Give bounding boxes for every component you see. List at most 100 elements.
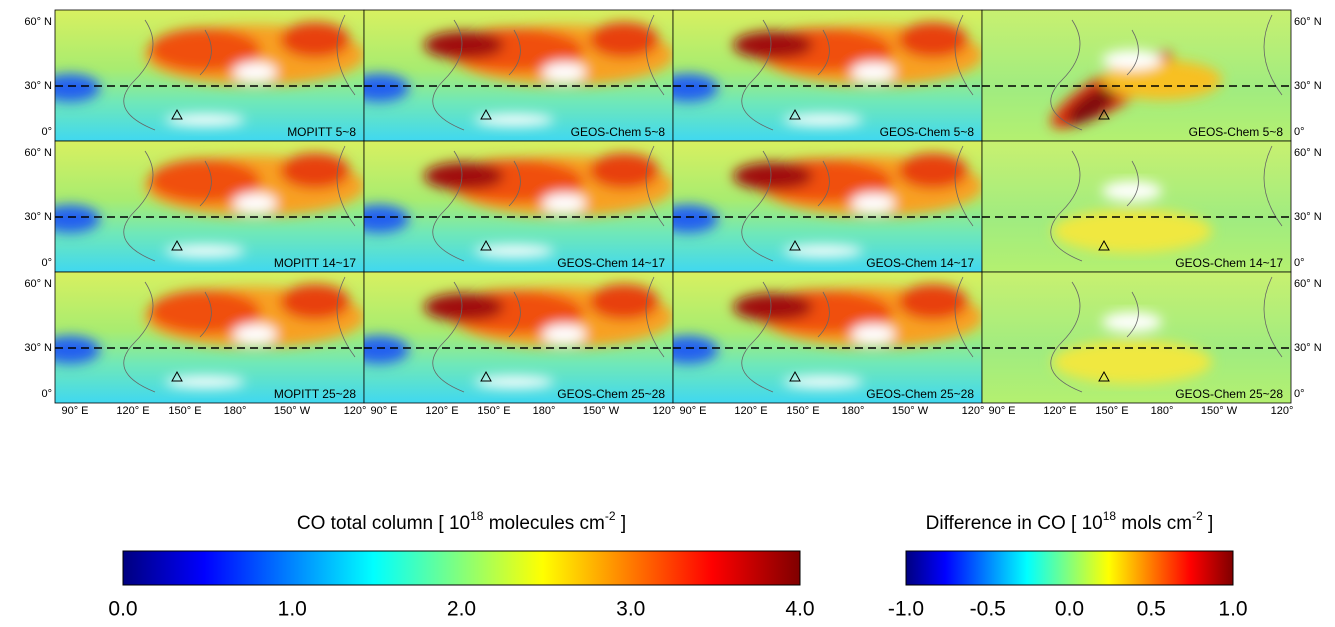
title-part: molecules cm [483,513,604,534]
lat-label: 30° N [24,211,52,223]
lat-label: 0° [1294,126,1305,138]
low-co [673,74,718,102]
site-marker [789,370,801,382]
white-gap [542,324,586,344]
site-marker [1098,239,1110,251]
field-pattern [673,284,982,388]
map-panel [673,10,982,141]
lat-label: 60° N [24,147,52,159]
white-gap [1102,181,1162,201]
high-co [589,22,659,58]
white-gap [783,114,863,126]
site-marker [171,370,183,382]
lon-label: 120° E [1043,405,1076,417]
high-co [733,162,813,190]
lat-label: 0° [1294,388,1305,400]
lon-label: 150° E [1095,405,1128,417]
map-panel [55,272,364,403]
colorbar-title: CO total column [ 1018 molecules cm-2 ] [297,509,626,534]
lat-label: 0° [41,257,52,269]
colorbar [905,550,1234,586]
colorbar-tick: 2.0 [447,598,476,621]
panel-label: GEOS-Chem 5~8 [880,125,975,139]
field-pattern [55,284,364,388]
map-panel [55,10,364,141]
panel-label: MOPITT 25~28 [274,387,356,401]
white-gap [165,245,245,257]
title-part: ] [1203,513,1214,534]
white-gap [783,245,863,257]
site-marker [480,239,492,251]
white-gap [474,376,554,388]
high-co [898,153,968,189]
field-pattern [55,153,364,257]
white-gap [165,114,245,126]
low-co [55,74,100,102]
colorbar-tick: 0.0 [108,598,137,621]
title-part: 18 [470,509,484,523]
high-co [898,284,968,320]
site-marker [1098,108,1110,120]
high-co [424,293,504,321]
lat-label: 0° [1294,257,1305,269]
lat-label: 30° N [1294,211,1322,223]
white-gap [474,114,554,126]
map-panel [982,272,1291,403]
low-co [673,336,718,364]
panel-label: GEOS-Chem 5~8 [1189,125,1284,139]
lat-label: 0° [41,388,52,400]
white-gap [165,376,245,388]
lat-label: 30° N [1294,342,1322,354]
high-co [149,290,261,334]
lon-label: 120° E [425,405,458,417]
lon-label: 180° [533,405,556,417]
lon-label: 150° W [1201,405,1238,417]
site-marker [171,108,183,120]
site-marker [789,108,801,120]
lat-label: 0° [41,126,52,138]
lon-label: 90° E [988,405,1015,417]
coastline [1050,145,1283,262]
panel-label: MOPITT 14~17 [274,256,356,270]
lon-label: 120° [1271,405,1294,417]
site-marker [789,239,801,251]
white-gap [542,193,586,213]
coastline [432,145,665,262]
high-diff [1052,340,1212,384]
white-gap [851,62,895,82]
map-panel [673,141,982,272]
coastline [741,276,974,393]
lon-label: 150° E [477,405,510,417]
title-part: Difference in CO [ 10 [926,513,1103,534]
lat-label: 30° N [24,80,52,92]
white-gap [851,193,895,213]
lat-label: 60° N [24,16,52,28]
lon-label: 120° [653,405,676,417]
title-part: 18 [1103,509,1117,523]
title-part: -2 [1192,509,1203,523]
low-co [364,336,409,364]
high-co [733,293,813,321]
coastline [741,145,974,262]
lat-label: 60° N [1294,278,1322,290]
high-co [280,22,350,58]
lon-label: 120° E [116,405,149,417]
map-panel [673,272,982,403]
panel-label: MOPITT 5~8 [287,125,356,139]
colorbar-tick: 1.0 [1218,598,1247,621]
map-panel [982,141,1291,272]
panel-label: GEOS-Chem 5~8 [571,125,666,139]
site-marker [480,108,492,120]
white-gap [233,62,277,82]
field-pattern [1050,50,1222,129]
high-co [898,22,968,58]
panel-label: GEOS-Chem 25~28 [557,387,665,401]
panel-label: GEOS-Chem 14~17 [1175,256,1283,270]
colorbar-tick: 4.0 [785,598,814,621]
white-gap [474,245,554,257]
colorbar-tick: -1.0 [888,598,924,621]
panel-label: GEOS-Chem 25~28 [1175,387,1283,401]
lat-label: 60° N [24,278,52,290]
title-part: CO total column [ 10 [297,513,470,534]
white-gap [233,193,277,213]
